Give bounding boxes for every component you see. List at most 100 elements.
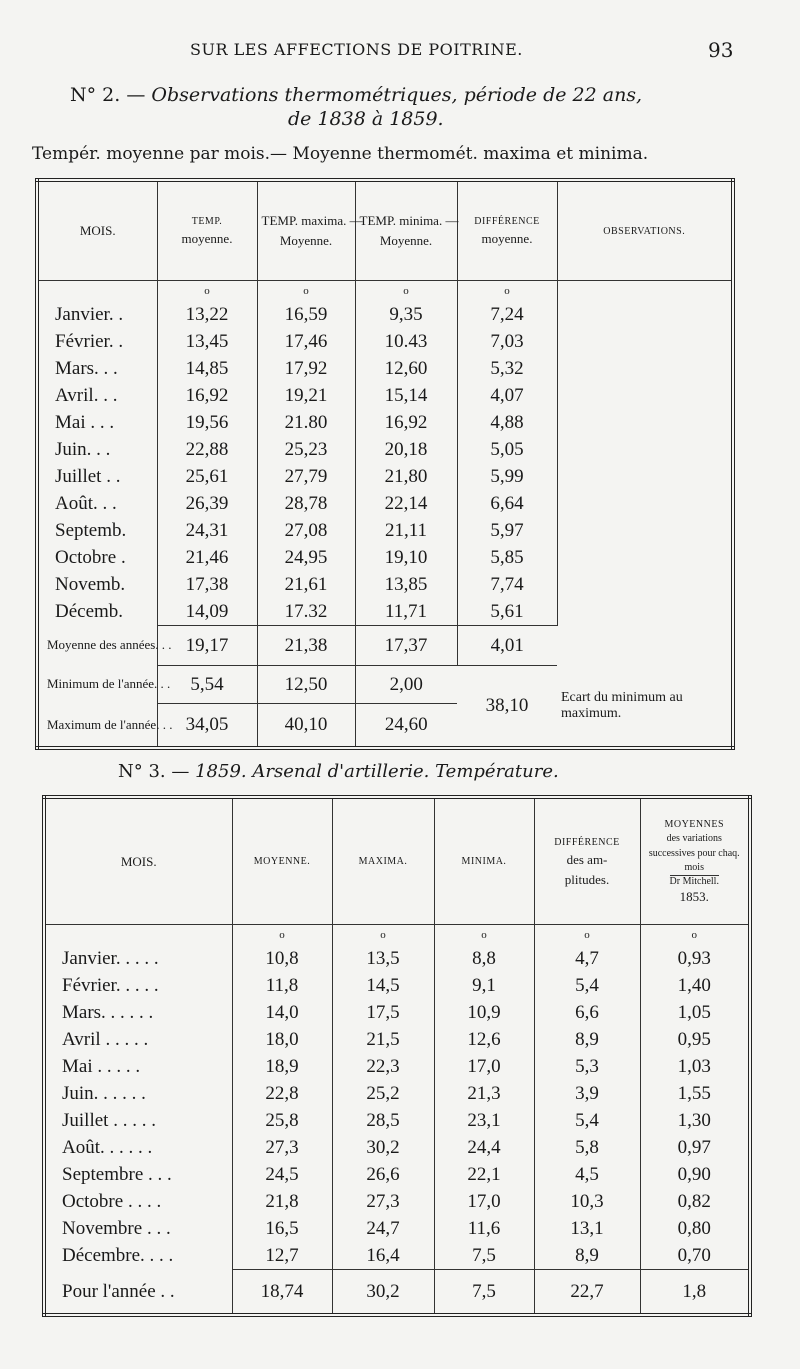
value-cell: 1,05 — [639, 998, 750, 1026]
degree-mark: o — [639, 924, 750, 945]
value-cell: 4,88 — [456, 408, 557, 436]
value-cell: 19,56 — [156, 408, 257, 436]
degree-mark: o — [331, 924, 434, 945]
value-cell: 20,18 — [354, 435, 457, 463]
value-cell: 14,5 — [331, 971, 434, 999]
value-cell: 11,6 — [433, 1214, 534, 1242]
value-cell: 3,9 — [533, 1079, 640, 1107]
value-cell: 21,3 — [433, 1079, 534, 1107]
value-cell: 1,40 — [639, 971, 750, 999]
col-header-observations: OBSERVATIONS. — [556, 180, 733, 281]
table1-title-line2: de 1838 à 1859. — [288, 108, 444, 130]
value-cell: 16,59 — [256, 300, 355, 328]
value-cell: 5,54 — [156, 664, 257, 703]
value-cell: 26,39 — [156, 489, 257, 517]
value-cell: 21.80 — [256, 408, 355, 436]
value-cell: 17,37 — [354, 624, 457, 665]
month-label: Janvier. . . . . — [62, 947, 159, 969]
table-row: Juin. . . 22,88 25,23 20,18 5,05 — [37, 435, 733, 463]
value-cell: 13,45 — [156, 327, 257, 355]
value-cell: 27,3 — [331, 1187, 434, 1215]
value-cell: 7,5 — [433, 1268, 534, 1315]
value-cell: 16,92 — [156, 381, 257, 409]
value-cell: 21,38 — [256, 624, 355, 665]
month-label: Février. . — [55, 330, 124, 352]
value-cell: 22,88 — [156, 435, 257, 463]
value-cell: 4,7 — [533, 944, 640, 972]
table-row: Avril . . . . . 18,0 21,5 12,6 8,9 0,95 — [44, 1025, 750, 1053]
col-header-temp-maxima: TEMP. maxima. — Moyenne. — [256, 180, 363, 281]
degree-mark: o — [433, 924, 534, 945]
table-row: Mai . . . . . 18,9 22,3 17,0 5,3 1,03 — [44, 1052, 750, 1080]
value-cell: 5,61 — [456, 597, 557, 625]
table2-number: N° 3. — — [118, 761, 190, 782]
value-cell: 21,80 — [354, 462, 457, 490]
value-cell: 21,8 — [231, 1187, 332, 1215]
table1-subtitle: Tempér. moyenne par mois.— Moyenne therm… — [32, 144, 649, 164]
value-cell: 1,55 — [639, 1079, 750, 1107]
value-cell: 9,35 — [354, 300, 457, 328]
col-header-temp-moyenne: TEMP. moyenne. — [156, 180, 257, 281]
degree-mark: o — [533, 924, 640, 945]
value-cell: 19,17 — [156, 624, 257, 665]
value-cell: 11,71 — [354, 597, 457, 625]
value-cell: 7,24 — [456, 300, 557, 328]
col-header-minima: MINIMA. — [433, 797, 534, 925]
value-cell: 24,31 — [156, 516, 257, 544]
col-header-moyenne: MOYENNE. — [231, 797, 332, 925]
table-row: Janvier. . 13,22 16,59 9,35 7,24 — [37, 300, 733, 328]
table-row: Novemb. 17,38 21,61 13,85 7,74 — [37, 570, 733, 598]
table-row: Octobre . . . . 21,8 27,3 17,0 10,3 0,82 — [44, 1187, 750, 1215]
value-cell: 8,9 — [533, 1241, 640, 1269]
value-cell: 14,09 — [156, 597, 257, 625]
value-cell: 24,7 — [331, 1214, 434, 1242]
value-cell: 10,9 — [433, 998, 534, 1026]
value-cell: 9,1 — [433, 971, 534, 999]
maximum-row: Maximum de l'année. . . 34,05 40,10 24,60 — [37, 702, 733, 748]
table-row: Octobre . 21,46 24,95 19,10 5,85 — [37, 543, 733, 571]
value-cell: 10,8 — [231, 944, 332, 972]
value-cell: 0,82 — [639, 1187, 750, 1215]
value-cell: 5,4 — [533, 1106, 640, 1134]
col-header-mois: MOIS. — [37, 180, 157, 281]
table-row: Décemb. 14,09 17.32 11,71 5,61 — [37, 597, 733, 625]
table-row: Juin. . . . . . 22,8 25,2 21,3 3,9 1,55 — [44, 1079, 750, 1107]
month-label: Août. . . . . . — [62, 1136, 153, 1158]
value-cell: 18,0 — [231, 1025, 332, 1053]
table-row: Mars. . . 14,85 17,92 12,60 5,32 — [37, 354, 733, 382]
value-cell: 21,61 — [256, 570, 355, 598]
value-cell: 22,14 — [354, 489, 457, 517]
value-cell: 7,5 — [433, 1241, 534, 1269]
degree-mark: o — [156, 280, 257, 301]
value-cell: 17,38 — [156, 570, 257, 598]
month-label: Avril. . . — [55, 384, 118, 406]
table-row: Septemb. 24,31 27,08 21,11 5,97 — [37, 516, 733, 544]
maximum-label: Maximum de l'année. . . — [47, 716, 173, 732]
value-cell: 13,1 — [533, 1214, 640, 1242]
col-header-difference: DIFFÉRENCE moyenne. — [456, 180, 557, 281]
value-cell: 7,74 — [456, 570, 557, 598]
value-cell: 2,00 — [354, 664, 457, 703]
value-cell: 16,4 — [331, 1241, 434, 1269]
observations-cell — [556, 279, 733, 625]
value-cell: 27,79 — [256, 462, 355, 490]
value-cell: 25,2 — [331, 1079, 434, 1107]
value-cell: 14,85 — [156, 354, 257, 382]
table-row: Juillet . . 25,61 27,79 21,80 5,99 — [37, 462, 733, 490]
month-label: Mai . . . — [55, 411, 115, 433]
value-cell: 22,3 — [331, 1052, 434, 1080]
table1-number: N° 2. — — [70, 84, 146, 106]
month-label: Août. . . — [55, 492, 117, 514]
month-label: Novemb. — [55, 573, 126, 595]
table-row: Août. . . . . . 27,3 30,2 24,4 5,8 0,97 — [44, 1133, 750, 1161]
value-cell: 27,08 — [256, 516, 355, 544]
range-value: 38,10 — [457, 664, 557, 748]
value-cell: 17,0 — [433, 1187, 534, 1215]
table-row: Janvier. . . . . 10,8 13,5 8,8 4,7 0,93 — [44, 944, 750, 972]
table1-title: N° 2. — Observations thermométriques, pé… — [70, 84, 642, 106]
table-row: Décembre. . . . 12,7 16,4 7,5 8,9 0,70 — [44, 1241, 750, 1269]
average-label: Moyenne des années. . . — [47, 637, 172, 652]
degree-mark: o — [354, 280, 457, 301]
value-cell: 8,9 — [533, 1025, 640, 1053]
value-cell: 30,2 — [331, 1268, 434, 1315]
